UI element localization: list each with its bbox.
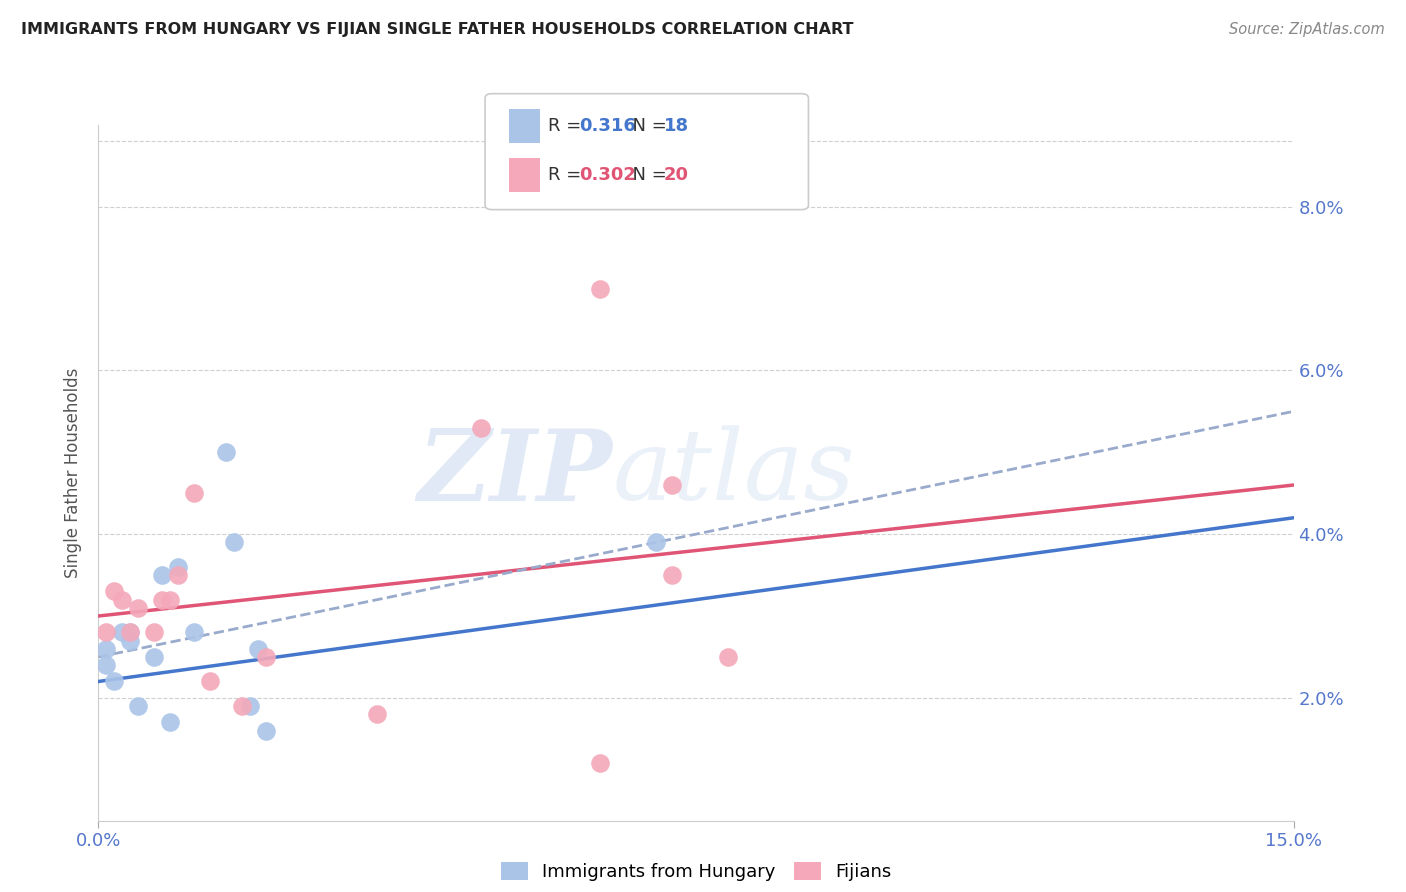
Text: IMMIGRANTS FROM HUNGARY VS FIJIAN SINGLE FATHER HOUSEHOLDS CORRELATION CHART: IMMIGRANTS FROM HUNGARY VS FIJIAN SINGLE…: [21, 22, 853, 37]
Point: [470, 421, 492, 435]
Point: [96, 658, 118, 673]
Text: Source: ZipAtlas.com: Source: ZipAtlas.com: [1229, 22, 1385, 37]
Point: [103, 584, 125, 599]
Point: [150, 592, 173, 607]
Text: N =: N =: [621, 166, 673, 184]
Point: [167, 560, 190, 574]
Point: [183, 625, 205, 640]
Point: [239, 699, 262, 714]
Text: ZIP: ZIP: [418, 425, 613, 521]
Point: [159, 715, 181, 730]
Point: [159, 592, 181, 607]
Y-axis label: Single Father Households: Single Father Households: [65, 368, 83, 578]
Text: 0.302: 0.302: [579, 166, 636, 184]
Point: [246, 641, 269, 656]
Point: [366, 707, 388, 722]
Point: [127, 600, 149, 615]
Point: [120, 625, 142, 640]
Text: 20: 20: [664, 166, 689, 184]
Point: [231, 699, 253, 714]
Point: [167, 568, 190, 582]
Text: N =: N =: [621, 117, 673, 135]
Point: [150, 568, 173, 582]
Point: [96, 641, 118, 656]
Point: [103, 674, 125, 689]
Point: [254, 723, 277, 738]
Point: [589, 756, 612, 771]
Point: [127, 699, 149, 714]
Point: [143, 625, 166, 640]
Point: [645, 535, 668, 549]
Point: [111, 592, 134, 607]
Point: [183, 486, 205, 500]
Point: [222, 535, 245, 549]
Point: [717, 649, 740, 664]
Point: [254, 649, 277, 664]
Text: R =: R =: [548, 117, 588, 135]
Point: [120, 625, 142, 640]
Text: R =: R =: [548, 166, 588, 184]
Point: [111, 625, 134, 640]
Point: [661, 568, 683, 582]
Point: [661, 478, 683, 492]
Point: [589, 282, 612, 296]
Legend: Immigrants from Hungary, Fijians: Immigrants from Hungary, Fijians: [494, 855, 898, 888]
Point: [96, 625, 118, 640]
Point: [143, 649, 166, 664]
Point: [120, 633, 142, 648]
Point: [198, 674, 221, 689]
Text: atlas: atlas: [613, 425, 855, 520]
Text: 18: 18: [664, 117, 689, 135]
Text: 0.316: 0.316: [579, 117, 636, 135]
Point: [215, 445, 238, 459]
